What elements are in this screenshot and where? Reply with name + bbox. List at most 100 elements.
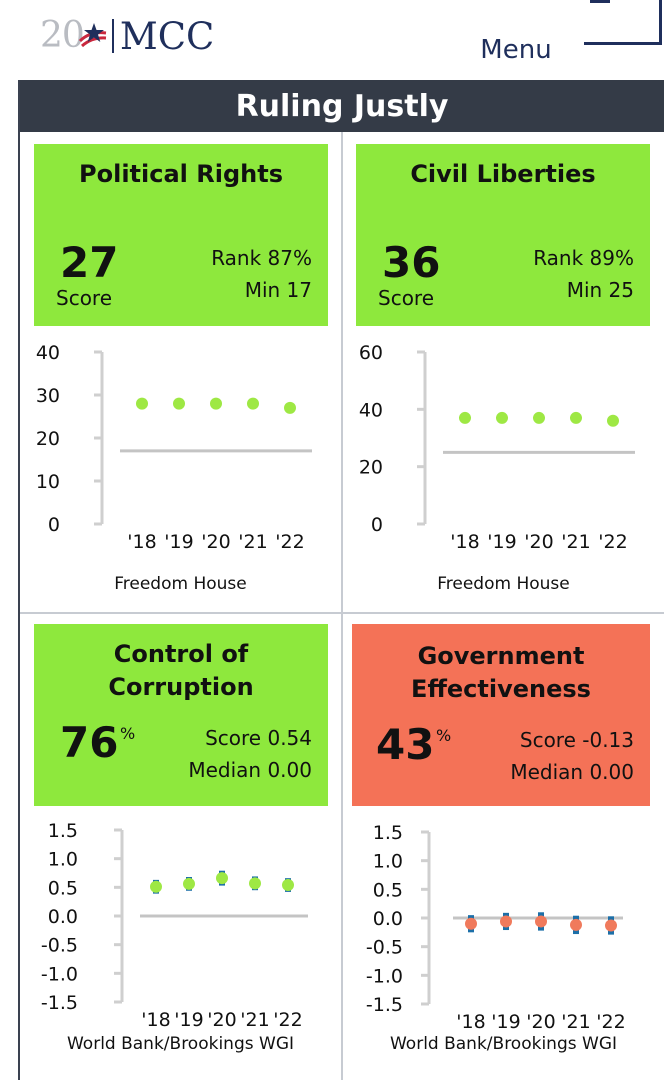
data-point (605, 919, 617, 932)
x-tick-label: '18 (456, 1011, 485, 1030)
data-point (249, 877, 261, 890)
menu-button-label: Menu (480, 35, 552, 65)
indicator-chart: 40 30 20 10 0 '18 '19 '20 '21 '22 (36, 342, 312, 553)
mcc-logo[interactable]: 20 MCC (40, 14, 214, 58)
x-tick-label: '20 (524, 531, 553, 553)
x-tick-label: '21 (238, 531, 267, 553)
x-tick-label: '20 (526, 1011, 555, 1030)
column-divider (341, 132, 343, 1080)
row-divider (20, 612, 664, 614)
indicator-card: Political Rights 27 Score Rank 87% Min 1… (34, 144, 328, 326)
indicator-score-value: 27 (60, 238, 119, 287)
x-tick-label: '22 (275, 531, 304, 553)
x-tick-label: '22 (273, 1009, 302, 1030)
y-tick-label: 60 (359, 342, 383, 364)
y-tick-label: -1.0 (41, 963, 78, 985)
y-tick-label: 40 (359, 399, 383, 421)
data-point (136, 397, 148, 410)
indicator-threshold: Median 0.00 (188, 758, 312, 782)
indicator-threshold: Min 17 (244, 278, 312, 302)
x-tick-label: '20 (201, 531, 230, 553)
indicator-title: Political Rights (79, 160, 283, 188)
data-point (210, 397, 222, 410)
y-tick-label: 1.5 (48, 820, 78, 842)
indicator-score-value: 36 (382, 238, 441, 287)
y-tick-label: -0.5 (41, 935, 78, 957)
indicator-government-effectiveness[interactable]: Government Effectiveness 43 % Score -0.1… (343, 614, 664, 1080)
header-decoration (659, 0, 662, 45)
indicator-chart: 1.51.00.50.0-0.5-1.0-1.5'18'19'20'21'22 (41, 820, 308, 1030)
indicator-title: Government Effectiveness (411, 642, 591, 703)
x-tick-label: '19 (491, 1011, 520, 1030)
indicator-score-value: 76 (60, 718, 119, 767)
y-tick-label: 1.0 (48, 849, 78, 871)
x-tick-label: '18 (450, 531, 479, 553)
logo-divider (111, 19, 114, 53)
data-point (183, 877, 195, 890)
y-tick-label: 1.5 (373, 822, 403, 844)
logo-anniversary-number: 20 (40, 15, 85, 56)
indicator-score-label: Score (56, 286, 113, 310)
y-tick-label: -1.0 (366, 965, 403, 987)
data-point (173, 397, 185, 410)
data-point (500, 915, 512, 928)
indicator-title: Civil Liberties (410, 160, 596, 188)
indicator-threshold: Min 25 (566, 278, 634, 302)
y-tick-label: -0.5 (366, 937, 403, 959)
x-tick-label: '20 (207, 1009, 236, 1030)
header-decoration (584, 42, 662, 45)
site-header: 20 MCC Menu (0, 0, 664, 80)
y-tick-label: 0.5 (373, 879, 403, 901)
indicator-threshold: Median 0.00 (510, 760, 634, 784)
menu-button[interactable]: Menu (460, 20, 572, 80)
y-tick-label: -1.5 (41, 992, 78, 1014)
indicator-score-detail: Score -0.13 (519, 728, 634, 752)
ruling-justly-panel: Ruling Justly Political Rights 27 Score … (18, 80, 664, 1080)
y-tick-label: 20 (359, 457, 383, 479)
data-point (216, 872, 228, 885)
x-tick-label: '19 (487, 531, 516, 553)
y-tick-label: 0 (48, 514, 60, 536)
y-tick-label: 0.0 (48, 906, 78, 928)
data-point (607, 414, 619, 427)
data-point (150, 880, 162, 893)
indicator-political-rights[interactable]: Political Rights 27 Score Rank 87% Min 1… (20, 132, 341, 612)
indicator-card: Government Effectiveness 43 % Score -0.1… (352, 624, 650, 806)
data-point (284, 401, 296, 414)
panel-title: Ruling Justly (235, 88, 449, 124)
header-decoration (590, 0, 610, 3)
y-tick-label: -1.5 (366, 994, 403, 1016)
x-tick-label: '19 (174, 1009, 203, 1030)
indicator-score-suffix: % (436, 726, 452, 745)
indicator-card: Control of Corruption 76 % Score 0.54 Me… (34, 624, 328, 806)
data-point (535, 915, 547, 928)
y-tick-label: 1.0 (373, 851, 403, 873)
indicator-civil-liberties[interactable]: Civil Liberties 36 Score Rank 89% Min 25… (343, 132, 664, 612)
data-point (570, 918, 582, 931)
x-tick-label: '21 (561, 1011, 590, 1030)
indicator-score-suffix: % (120, 724, 136, 743)
y-tick-label: 30 (36, 385, 60, 407)
data-point (282, 879, 294, 892)
data-point (459, 411, 471, 424)
x-tick-label: '21 (561, 531, 590, 553)
indicator-chart: 60 40 20 0 '18 '19 '20 '21 '22 (359, 342, 635, 553)
indicator-score-label: Score (378, 286, 435, 310)
indicator-source: World Bank/Brookings WGI (66, 1034, 295, 1054)
panel-title-bar: Ruling Justly (20, 80, 664, 132)
data-point (496, 411, 508, 424)
indicator-card: Civil Liberties 36 Score Rank 89% Min 25 (356, 144, 650, 326)
x-tick-label: '18 (127, 531, 156, 553)
x-tick-label: '22 (598, 531, 627, 553)
data-point (570, 411, 582, 424)
x-tick-label: '21 (240, 1009, 269, 1030)
y-tick-label: 0.0 (373, 908, 403, 930)
y-tick-label: 10 (36, 471, 60, 493)
star-flag-icon (78, 23, 106, 48)
data-point (533, 411, 545, 424)
indicator-chart: 1.51.00.50.0-0.5-1.0-1.5'18'19'20'21'22 (366, 822, 626, 1030)
indicator-rank: Rank 89% (533, 246, 634, 270)
indicator-source: World Bank/Brookings WGI (389, 1034, 618, 1054)
indicator-control-of-corruption[interactable]: Control of Corruption 76 % Score 0.54 Me… (20, 614, 341, 1080)
indicator-title: Control of Corruption (108, 640, 254, 701)
